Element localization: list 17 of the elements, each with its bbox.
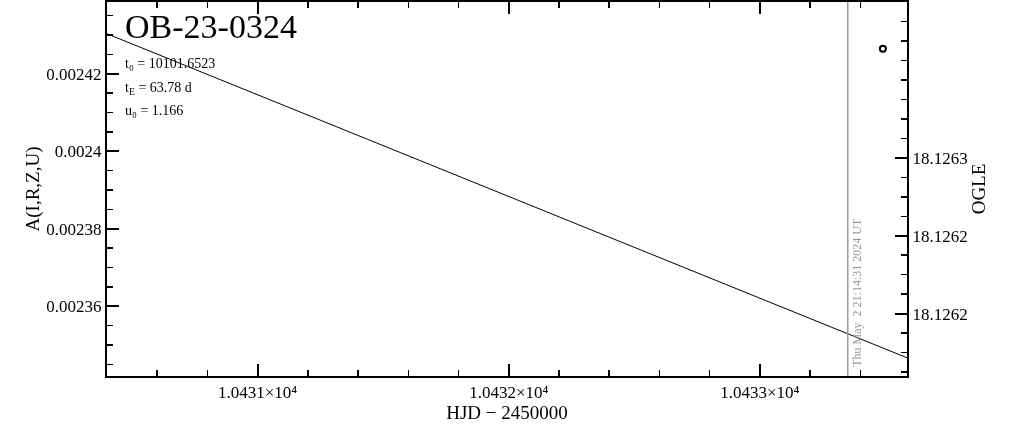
chart-title: OB-23-0324 <box>125 8 297 45</box>
annotation: Thu May 2 21:14:31 2024 UT <box>849 218 864 367</box>
y2-tick-label: 18.1262 <box>912 226 968 246</box>
y2-axis-title: OGLE <box>967 163 989 215</box>
x-tick-label: 1.0433×10⁴ <box>720 383 800 403</box>
x-tick-label: 1.0431×10⁴ <box>218 383 298 403</box>
annotation: t$_{E}$ = 63.78 d <box>125 80 192 97</box>
y-tick-label: 0.00242 <box>46 64 102 84</box>
annotation: u₀ = 1.166 <box>125 103 184 118</box>
y2-tick-label: 18.1263 <box>912 148 968 168</box>
x-axis-title: HJD − 2450000 <box>446 402 568 424</box>
x-tick-label: 1.0432×10⁴ <box>469 383 549 403</box>
y-tick-label: 0.00236 <box>46 297 102 317</box>
y2-tick-label: 18.1262 <box>912 304 968 324</box>
y-tick-label: 0.0024 <box>54 142 103 162</box>
y-axis-title: A(I,R,Z,U) <box>21 146 44 232</box>
y-tick-label: 0.00238 <box>46 219 102 239</box>
